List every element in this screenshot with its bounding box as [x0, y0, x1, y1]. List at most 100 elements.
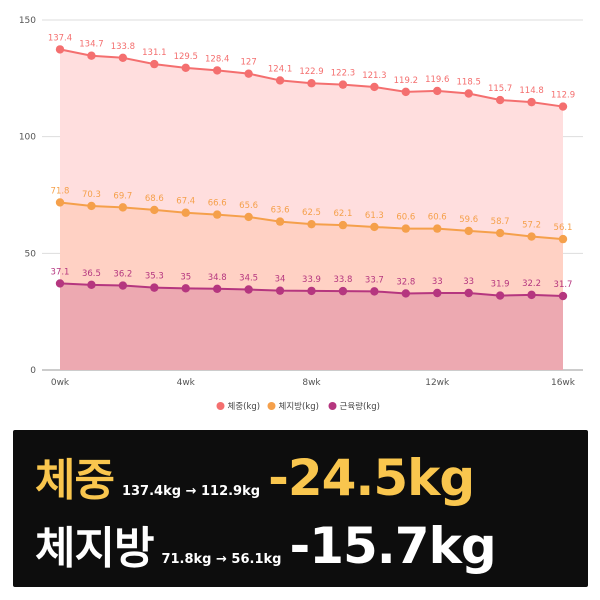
x-tick-label: 4wk — [177, 378, 196, 388]
data-label: 129.5 — [174, 52, 198, 62]
data-point — [370, 222, 379, 232]
fat-title: 체지방 — [35, 523, 154, 574]
data-point — [464, 226, 473, 236]
data-point — [370, 287, 379, 296]
data-label: 36.5 — [82, 269, 101, 279]
data-point — [244, 69, 253, 78]
x-tick-label: 0wk — [51, 378, 70, 388]
data-point — [464, 89, 473, 98]
data-point — [338, 80, 348, 89]
data-point — [495, 291, 505, 300]
data-point — [275, 286, 285, 295]
data-label: 36.2 — [113, 270, 132, 280]
data-point — [244, 212, 253, 222]
data-point — [307, 219, 316, 229]
data-point — [118, 203, 128, 212]
y-tick-label: 50 — [25, 249, 37, 259]
weight-change: -24.5kg — [268, 449, 475, 507]
data-label: 59.6 — [459, 215, 478, 225]
data-point — [527, 97, 536, 107]
data-point — [338, 220, 348, 230]
fat-change: -15.7kg — [289, 517, 496, 575]
y-tick-label: 0 — [30, 366, 36, 376]
legend-label: 체중(kg) — [228, 401, 261, 412]
data-point — [275, 76, 285, 85]
data-point — [55, 279, 65, 288]
data-point — [464, 288, 473, 298]
data-point — [275, 217, 285, 226]
legend-marker — [216, 402, 225, 410]
data-label: 58.7 — [491, 217, 510, 227]
data-label: 124.1 — [268, 64, 292, 74]
data-point — [181, 284, 190, 293]
data-label: 33.9 — [302, 275, 321, 285]
data-label: 65.6 — [239, 201, 258, 211]
data-label: 62.5 — [302, 208, 321, 218]
data-label: 63.6 — [271, 206, 290, 216]
data-label: 60.6 — [428, 213, 447, 223]
data-point — [495, 95, 505, 105]
data-point — [370, 82, 379, 92]
data-point — [181, 208, 190, 217]
data-label: 34.8 — [208, 273, 227, 283]
data-point — [558, 234, 568, 244]
data-point — [55, 45, 65, 54]
data-point — [338, 286, 348, 296]
data-label: 118.5 — [457, 78, 481, 88]
data-label: 70.3 — [82, 190, 101, 200]
data-point — [55, 198, 65, 207]
data-point — [212, 210, 222, 219]
weight-summary-row: 체중 137.4kg → 112.9kg -24.5kg — [35, 444, 578, 508]
data-point — [87, 51, 96, 60]
data-label: 134.7 — [79, 40, 103, 50]
data-label: 115.7 — [488, 84, 512, 94]
data-label: 122.3 — [331, 69, 355, 79]
data-label: 121.3 — [362, 71, 386, 81]
x-tick-label: 8wk — [302, 378, 321, 388]
fat-range: 71.8kg → 56.1kg — [161, 552, 282, 567]
data-point — [495, 228, 505, 238]
data-label: 131.1 — [142, 48, 166, 58]
data-label: 71.8 — [51, 186, 70, 196]
data-label: 32.8 — [396, 277, 415, 287]
series-area-2 — [60, 283, 563, 370]
body-composition-chart: 137.4 134.7 133.8 131.1 129.5 128.4 127 124.1 12… — [19, 16, 583, 412]
data-label: 122.9 — [299, 67, 323, 77]
data-point — [401, 289, 411, 298]
data-label: 133.8 — [111, 42, 135, 52]
data-label: 35 — [180, 272, 191, 282]
data-label: 128.4 — [205, 54, 229, 64]
data-point — [181, 63, 190, 73]
chart-area: 137.4 134.7 133.8 131.1 129.5 128.4 127 124.1 12… — [19, 16, 583, 412]
data-label: 31.9 — [491, 280, 510, 290]
data-point — [87, 280, 96, 290]
data-label: 60.6 — [396, 213, 415, 223]
data-label: 114.8 — [519, 86, 543, 96]
data-point — [433, 288, 442, 298]
data-label: 56.1 — [554, 223, 573, 233]
legend-marker — [267, 402, 276, 410]
x-tick-label: 12wk — [425, 378, 450, 388]
data-point — [150, 283, 159, 292]
data-label: 34.5 — [239, 274, 258, 284]
x-tick-label: 16wk — [551, 378, 576, 388]
y-tick-label: 150 — [19, 16, 36, 26]
weight-range: 137.4kg → 112.9kg — [121, 484, 261, 499]
data-label: 35.3 — [145, 272, 164, 282]
data-label: 32.2 — [522, 279, 541, 289]
data-point — [527, 232, 536, 241]
data-point — [433, 86, 442, 96]
data-point — [527, 290, 536, 300]
data-label: 112.9 — [551, 91, 575, 101]
data-point — [118, 281, 128, 290]
data-label: 62.1 — [333, 209, 352, 219]
y-tick-label: 100 — [19, 133, 36, 143]
data-label: 33.8 — [333, 275, 352, 285]
data-point — [212, 66, 222, 75]
data-label: 68.6 — [145, 194, 164, 204]
data-point — [118, 53, 128, 62]
data-label: 31.7 — [554, 280, 573, 290]
data-point — [433, 224, 442, 233]
data-label: 33.7 — [365, 275, 384, 285]
data-point — [307, 79, 316, 88]
